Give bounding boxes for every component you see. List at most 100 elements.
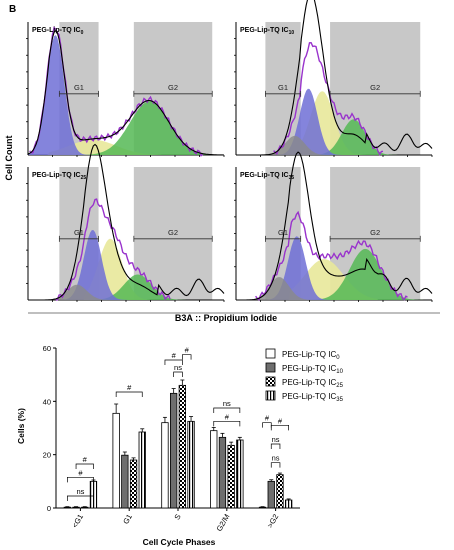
bar-y-tick-label: 20 — [43, 451, 51, 460]
sig-bracket-gt-g2-hash-a — [262, 422, 272, 428]
legend-label: PEG-Lip-TQ IC10 — [282, 364, 344, 375]
g1-gate-label: G1 — [74, 228, 84, 237]
sig-bracket-g2m-ns — [213, 407, 241, 413]
model-fit-line — [29, 26, 204, 157]
legend-label-main: PEG-Lip-TQ IC — [282, 364, 336, 373]
legend-swatch — [265, 376, 276, 387]
sig-bracket-s-ns-label: ns — [174, 363, 182, 372]
g1-phase-fill — [28, 35, 224, 155]
s-phase-fill — [236, 259, 432, 300]
legend-label-sub: 0 — [336, 355, 340, 361]
bar-category-label: <G1 — [70, 513, 85, 530]
sig-bracket-gt-g2-hash-a-label: # — [265, 414, 270, 423]
sig-bracket-s-hash-label: # — [172, 351, 177, 360]
bar-G1-0 — [112, 412, 120, 509]
bar-G2/M-0 — [210, 430, 218, 509]
legend-label-main: PEG-Lip-TQ IC — [282, 378, 336, 387]
histogram-panel-0: G1 G2 PEG-Lip-TQ IC0 — [26, 22, 225, 157]
legend-swatch — [265, 362, 276, 373]
bar-y-tick-label: 40 — [43, 397, 51, 406]
panel-title: PEG-Lip-TQ IC25 — [32, 172, 86, 181]
g1-gate-label: G1 — [278, 83, 288, 92]
bar-G2/M-25 — [227, 444, 235, 509]
panel-title: PEG-Lip-TQ IC10 — [240, 27, 294, 36]
panel-title-main: PEG-Lip-TQ IC — [240, 172, 289, 179]
debris-fill — [28, 284, 224, 300]
sig-bracket-g1-hash — [115, 391, 143, 397]
bar-S-35 — [187, 420, 195, 509]
sig-bracket-g2m-hash — [213, 420, 241, 427]
sig-bracket-gt-g2-ns-a-label: ns — [272, 435, 280, 444]
sig-bracket-gt-g2-ns-b-label: ns — [272, 454, 280, 463]
bar-category-label: G1 — [121, 513, 134, 526]
legend-label-sub: 10 — [336, 369, 343, 375]
bar-<G1-10 — [72, 506, 80, 509]
bar-<G1-0 — [63, 506, 71, 509]
histogram-panel-3: G1 G2 PEG-Lip-TQ IC35 — [234, 151, 433, 302]
histogram-panel-1: G1 G2 PEG-Lip-TQ IC10 — [234, 0, 433, 157]
g1-gate-region — [265, 22, 301, 155]
g2-phase-fill — [28, 274, 224, 300]
model-fit-line — [255, 210, 408, 301]
bar->G2-0 — [258, 506, 267, 509]
debris-fill — [236, 135, 432, 155]
sig-bracket-g2m-ns-label: ns — [223, 399, 231, 408]
panel-title: PEG-Lip-TQ IC35 — [240, 172, 294, 181]
sig-bracket-gt-g2-ns-a — [270, 443, 281, 449]
sig-bracket-gt-g2-hash-b — [270, 424, 289, 431]
bar-G2/M-35 — [236, 439, 244, 509]
sig-bracket-s-hash — [164, 359, 183, 365]
bar-<G1-25 — [81, 506, 89, 509]
bar-G2/M-10 — [218, 436, 227, 509]
histogram-line — [236, 0, 433, 156]
bar-category-label: S — [172, 513, 182, 522]
panel-title-main: PEG-Lip-TQ IC — [32, 27, 81, 34]
legend-label: PEG-Lip-TQ IC0 — [282, 350, 340, 361]
sig-bracket-s-hash-b — [182, 354, 192, 360]
bar-G1-10 — [121, 454, 129, 509]
bar-S-25 — [178, 384, 187, 509]
g2-phase-fill — [28, 101, 224, 155]
histogram-panel-2: G1 G2 PEG-Lip-TQ IC25 — [26, 143, 225, 302]
panel-title-sub: 35 — [289, 175, 295, 181]
bar->G2-10 — [267, 480, 275, 509]
g1-gate-label: G1 — [278, 228, 288, 237]
bar-<G1-35 — [89, 480, 98, 509]
debris-fill — [236, 277, 432, 300]
g2-phase-fill — [236, 248, 432, 300]
flow-ylabel: Cell Count — [4, 136, 14, 181]
legend-label-main: PEG-Lip-TQ IC — [282, 350, 336, 359]
legend-swatch — [265, 348, 276, 359]
flow-xlabel: B3A :: Propidium Iodide — [175, 313, 277, 323]
sig-bracket-lt-g1-hash-b — [75, 463, 94, 469]
bar-xlabel: Cell Cycle Phases — [143, 537, 216, 547]
bar-y-tick-label: 0 — [47, 504, 51, 513]
sig-bracket-gt-g2-ns-b — [270, 462, 281, 468]
g2-gate-label: G2 — [370, 228, 380, 237]
bar->G2-35 — [284, 499, 293, 509]
legend-swatch — [265, 390, 276, 401]
bar-S-10 — [169, 392, 178, 509]
bar-S-0 — [161, 422, 169, 509]
sig-bracket-g1-hash-label: # — [127, 383, 132, 392]
g2-gate-label: G2 — [370, 83, 380, 92]
s-phase-fill — [236, 91, 432, 155]
sig-bracket-lt-g1-hash-a-label: # — [78, 468, 83, 477]
sig-bracket-s-hash-b-label: # — [185, 346, 190, 355]
bar->G2-25 — [276, 474, 284, 509]
sig-bracket-lt-g1-hash-b-label: # — [83, 455, 88, 464]
bar-category-label: >G2 — [265, 513, 280, 530]
bar-category-label: G2/M — [215, 513, 232, 533]
sig-bracket-g2m-hash-label: # — [225, 412, 230, 421]
legend-label: PEG-Lip-TQ IC35 — [282, 392, 344, 403]
histogram-line — [236, 151, 433, 301]
sig-bracket-lt-g1-ns — [66, 495, 94, 501]
histogram-line — [27, 29, 225, 156]
panel-title-sub: 10 — [289, 30, 295, 36]
g2-gate-label: G2 — [168, 228, 178, 237]
sig-bracket-lt-g1-hash-a — [66, 476, 94, 483]
sig-bracket-lt-g1-ns-label: ns — [76, 487, 84, 496]
